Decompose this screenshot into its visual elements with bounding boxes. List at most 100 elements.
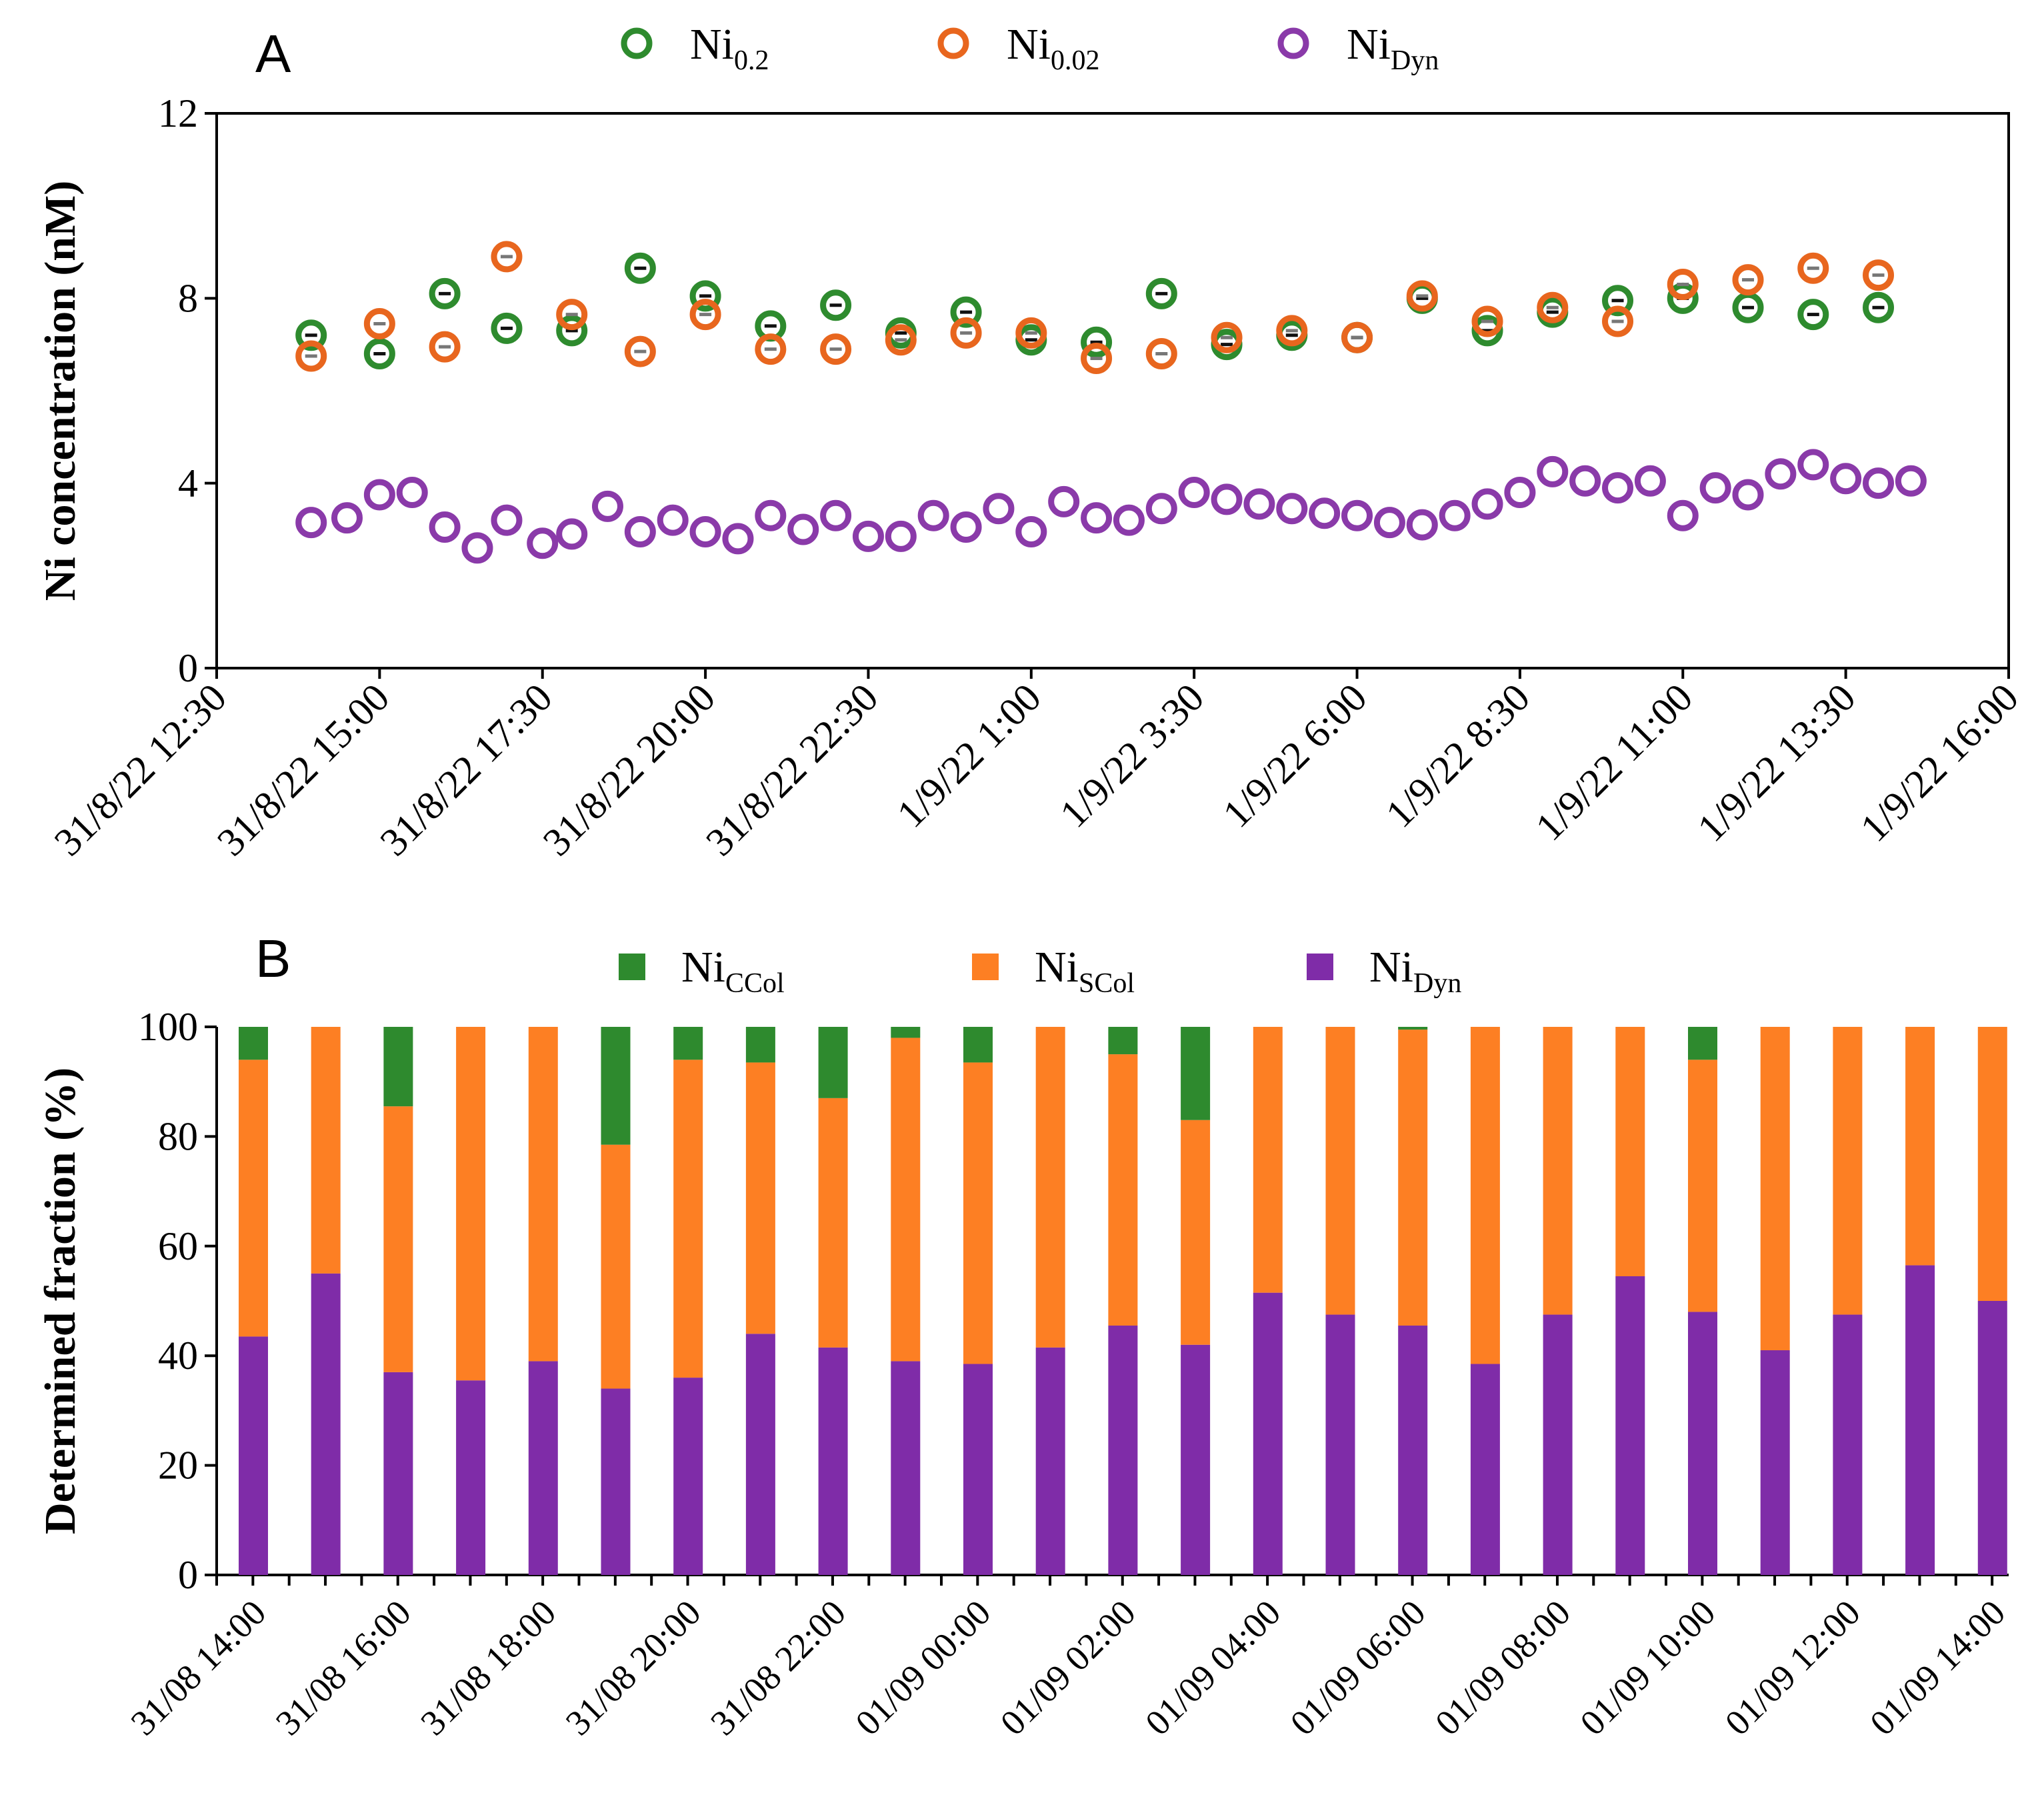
panel-b-y-tick-label: 80 <box>158 1114 198 1158</box>
panel-b-bar-segment-ccol <box>818 1027 848 1098</box>
panel-b-bar-segment-dyn <box>239 1336 268 1575</box>
legend-b-entry-text: NiSCol <box>1035 943 1135 999</box>
panel-b-bar-segment-scol <box>1688 1060 1717 1312</box>
panel-b-x-tick-label: 31/08 14:00 <box>123 1592 274 1743</box>
panel-b-bar-segment-dyn <box>528 1361 558 1575</box>
panel-a-data-point <box>1569 465 1601 497</box>
panel-a-series-ni-dyn <box>295 449 1927 564</box>
panel-a-data-point <box>491 312 523 344</box>
panel-b-bar-segment-scol <box>456 1027 486 1381</box>
panel-a-data-point <box>1178 477 1210 509</box>
panel-b-bar-segment-dyn <box>963 1364 993 1575</box>
panel-b-x-tick-label: 01/09 12:00 <box>1717 1592 1868 1743</box>
panel-a-data-point <box>1145 338 1177 370</box>
panel-a-data-point <box>950 296 982 328</box>
panel-a-data-point <box>1602 285 1634 317</box>
panel-b-bar-segment-dyn <box>1688 1312 1717 1575</box>
panel-a-data-point <box>755 499 787 531</box>
panel-a-x-tick-label: 1/9/22 1:00 <box>889 675 1049 836</box>
panel-a-data-point <box>1797 299 1829 331</box>
panel-b: B NiCCol NiSCol NiDyn 0 20 40 60 80 100 31/08 14… <box>36 929 2013 1743</box>
panel-b-y-tick-label: 60 <box>158 1224 198 1268</box>
panel-a-data-point <box>624 252 656 284</box>
panel-b-y-tick-label: 100 <box>138 1005 198 1049</box>
panel-a-data-point <box>1471 305 1503 337</box>
panel-a-data-point <box>1081 326 1113 358</box>
panel-b-bar-segment-dyn <box>383 1372 413 1575</box>
panel-a-x-tick-label: 1/9/22 6:00 <box>1215 675 1375 836</box>
panel-a-data-point <box>657 504 689 536</box>
panel-b-bar-segment-dyn <box>1760 1350 1790 1575</box>
panel-b-x-tick-label: 01/09 04:00 <box>1137 1592 1288 1743</box>
panel-a-series-ni-002 <box>295 241 1895 374</box>
legend-b-entry-sub: SCol <box>1079 968 1135 999</box>
panel-a-data-point <box>820 289 852 321</box>
panel-b-bar-segment-dyn <box>1253 1292 1283 1575</box>
panel-b-bar-segment-scol <box>1833 1027 1863 1315</box>
panel-b-bar-segment-ccol <box>745 1027 775 1063</box>
panel-a-data-point <box>1145 277 1177 309</box>
panel-b-bar-segment-dyn <box>1035 1347 1065 1575</box>
legend-a-entry-sub: Dyn <box>1391 45 1439 76</box>
panel-b-x-tick-label: 31/08 22:00 <box>703 1592 853 1743</box>
panel-a-data-point <box>396 477 428 509</box>
panel-a-data-point <box>1211 321 1243 353</box>
panel-a-data-point <box>363 307 395 339</box>
panel-a-data-point <box>624 515 656 547</box>
panel-b-y-tick-label: 0 <box>178 1553 198 1597</box>
panel-a-data-point <box>1863 291 1895 323</box>
panel-a-data-point <box>983 493 1015 525</box>
panel-b-bar-segment-scol <box>818 1098 848 1348</box>
panel-a-data-point <box>885 520 917 552</box>
panel-a-data-point <box>1667 499 1699 531</box>
panel-b-bar-segment-dyn <box>1108 1325 1138 1575</box>
panel-a-x-tick-label: 1/9/22 11:00 <box>1527 675 1701 849</box>
panel-a-data-point <box>787 513 819 545</box>
legend-a-entry-sub: 0.02 <box>1051 45 1100 76</box>
legend-a-marker <box>937 27 969 59</box>
panel-b-bar-segment-dyn <box>745 1334 775 1575</box>
panel-b-bar-segment-dyn <box>891 1361 921 1575</box>
legend-a-entry-text: Ni0.2 <box>690 20 769 76</box>
legend-a-marker <box>1277 27 1309 59</box>
panel-a-data-point <box>689 280 721 312</box>
panel-a-data-point <box>591 490 623 522</box>
panel-a-label: A <box>255 24 291 83</box>
panel-b-bar-segment-scol <box>311 1027 341 1274</box>
panel-a-data-point <box>1699 472 1731 504</box>
legend-b-swatch <box>619 954 645 980</box>
panel-a-data-point <box>1537 291 1569 323</box>
panel-a-y-tick-label: 4 <box>178 461 198 505</box>
panel-a-data-point <box>491 241 523 273</box>
panel-a-data-point <box>1471 488 1503 520</box>
panel-a-data-point <box>1504 477 1536 509</box>
panel-a-data-point <box>1113 504 1145 536</box>
panel-a-data-point <box>363 479 395 511</box>
panel-b-bar-segment-dyn <box>1470 1364 1500 1575</box>
panel-b-bar-segment-dyn <box>1325 1314 1355 1575</box>
panel-b-x-tick-label: 01/09 14:00 <box>1862 1592 2013 1743</box>
panel-a-y-tick-label: 8 <box>178 276 198 320</box>
panel-a-data-point <box>689 299 721 331</box>
panel-b-bar-segment-scol <box>1325 1027 1355 1315</box>
legend-b-entry-sub: Dyn <box>1413 968 1461 999</box>
legend-a-entry-text: NiDyn <box>1347 20 1439 76</box>
panel-b-bar-segment-ccol <box>963 1027 993 1063</box>
panel-b-bar-segment-ccol <box>891 1027 921 1038</box>
panel-a-data-point <box>1211 483 1243 515</box>
panel-b-x-tick-label: 01/09 08:00 <box>1427 1592 1578 1743</box>
panel-b-bar-segment-scol <box>1181 1120 1211 1345</box>
panel-b-bar-segment-scol <box>673 1060 703 1378</box>
panel-b-bar-segment-ccol <box>1108 1027 1138 1055</box>
panel-b-bar-segment-scol <box>383 1106 413 1372</box>
legend-b-swatch <box>1307 954 1333 980</box>
panel-b-bar-segment-scol <box>1253 1027 1283 1293</box>
panel-a-data-point <box>429 331 461 363</box>
panel-a-data-point <box>429 511 461 543</box>
panel-b-bar-segment-scol <box>1543 1027 1573 1315</box>
panel-a-data-point <box>295 507 327 539</box>
panel-a-data-point <box>331 502 363 534</box>
